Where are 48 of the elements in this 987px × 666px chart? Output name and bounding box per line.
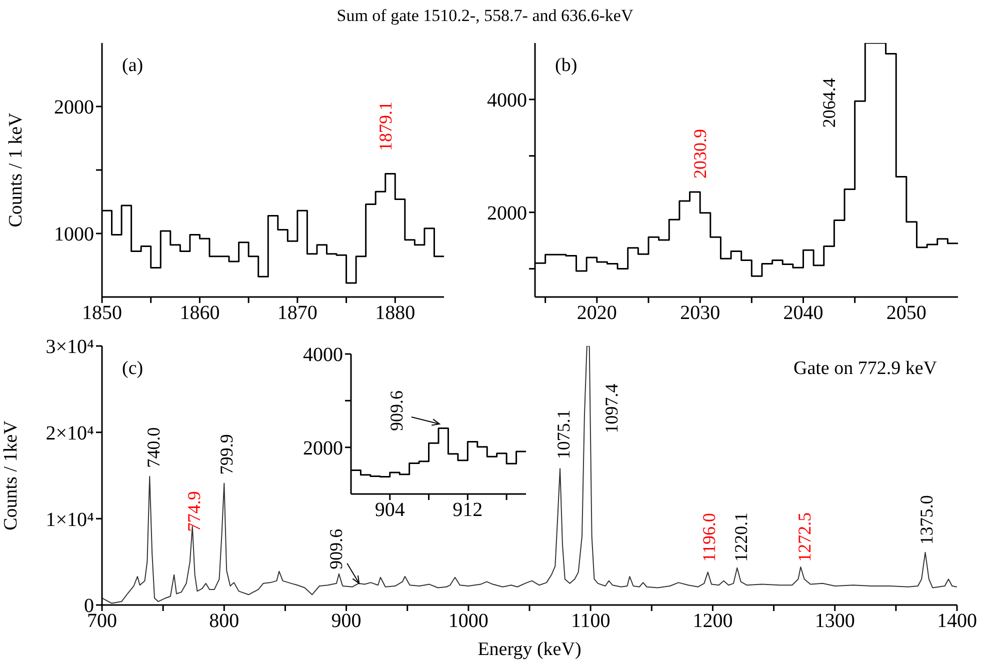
x-tick-label: 912 — [452, 499, 483, 522]
y-axis-title: Counts / 1 keV — [6, 112, 27, 228]
annotation: (a) — [122, 55, 144, 77]
x-tick-label: 900 — [331, 610, 362, 632]
annotation: 799.9 — [216, 434, 237, 475]
annotation: 1272.5 — [794, 512, 814, 562]
x-tick-label: 800 — [209, 610, 240, 632]
annotation: 2064.4 — [819, 78, 840, 128]
y-tick-label: 2000 — [54, 96, 94, 119]
annotation: (b) — [555, 55, 578, 77]
x-tick-label: 2030 — [680, 302, 720, 324]
annotation: 1375.0 — [916, 495, 936, 545]
x-tick-label: 2040 — [783, 302, 824, 324]
x-tick-label: 1100 — [570, 610, 610, 632]
y-tick-label: 2000 — [303, 437, 343, 460]
x-tick-label: 1400 — [937, 610, 977, 632]
annotation: 740.0 — [143, 427, 164, 468]
y-tick-label: 4000 — [487, 90, 527, 112]
y-tick-label: 1000 — [54, 224, 94, 246]
annotation: 1879.1 — [375, 101, 396, 151]
y-axis-title: Counts / 1keV — [0, 420, 22, 530]
annotation: 2030.9 — [690, 128, 710, 178]
x-tick-label: 1200 — [692, 610, 733, 632]
x-tick-label: 1860 — [180, 302, 220, 324]
x-tick-label: 1300 — [814, 610, 855, 632]
annotation: (c) — [122, 358, 144, 380]
x-tick-label: 1000 — [448, 610, 488, 632]
x-tick-label: 2050 — [886, 302, 926, 324]
y-tick-label: 1×10⁴ — [46, 508, 94, 531]
annotation: 1196.0 — [699, 512, 720, 562]
x-tick-label: 1880 — [375, 302, 416, 324]
y-tick-label: 4000 — [303, 344, 343, 366]
y-tick-label: 2000 — [487, 202, 527, 224]
annotation: 1220.1 — [730, 512, 751, 562]
annotation: Gate on 772.9 keV — [793, 358, 937, 380]
annotation: 774.9 — [184, 491, 204, 532]
annotation: 909.6 — [326, 528, 346, 570]
x-axis-title: Energy (keV) — [478, 639, 582, 660]
annotation: 1075.1 — [554, 410, 574, 460]
y-tick-label: 2×10⁴ — [46, 422, 94, 444]
x-tick-label: 1850 — [82, 302, 122, 324]
x-tick-label: 2020 — [576, 302, 617, 324]
annotation: 909.6 — [386, 390, 406, 431]
text: Sum of gate 1510.2-, 558.7- and 636.6-keV — [336, 6, 634, 26]
y-tick-label: 3×10⁴ — [46, 336, 94, 358]
x-tick-label: 904 — [374, 499, 405, 522]
annotation: 1097.4 — [601, 384, 622, 434]
x-tick-label: 1870 — [277, 302, 318, 324]
